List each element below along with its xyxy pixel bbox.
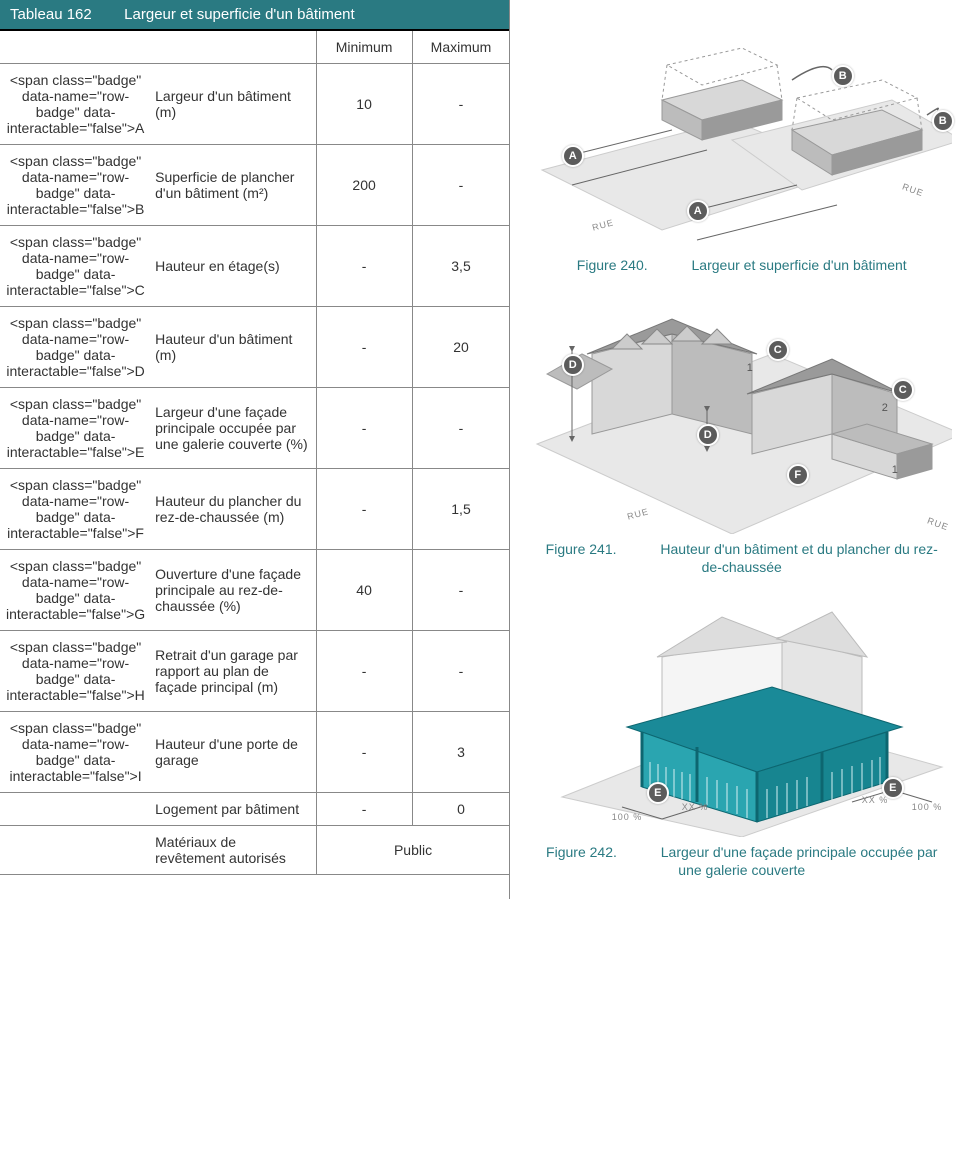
figure-number-label: 1 [892,464,899,476]
dimensions-table: Minimum Maximum <span class="badge" data… [0,31,509,875]
table-title-text: Largeur et superficie d'un bâtiment [124,6,355,23]
table-number: Tableau 162 [10,6,120,23]
row-max: 3,5 [412,226,509,307]
row-max: - [412,550,509,631]
figure-badge: C [892,379,914,401]
row-max: - [412,64,509,145]
row-label: Hauteur d'une porte de garage [151,712,316,793]
figure-240-caption: Figure 240. Largeur et superficie d'un b… [540,256,943,274]
figure-text-label: 100 % [612,812,643,822]
figure-241: DCCDF121RUERUE Figure 241. Hauteur d'un … [520,294,963,576]
table-row: <span class="badge" data-name="row-badge… [0,469,509,550]
figure-number-label: 1 [747,362,754,374]
row-label: Hauteur d'un bâtiment (m) [151,307,316,388]
col-max: Maximum [412,31,509,64]
row-label: Retrait d'un garage par rapport au plan … [151,631,316,712]
row-min: - [316,469,412,550]
table-row: <span class="badge" data-name="row-badge… [0,550,509,631]
row-min: - [316,307,412,388]
row-max: - [412,145,509,226]
row-max: - [412,388,509,469]
figure-badge: B [832,65,854,87]
row-merged: Public [316,826,509,875]
row-min: 40 [316,550,412,631]
row-max: 1,5 [412,469,509,550]
figure-241-svg [532,294,952,534]
figure-242-svg [532,597,952,837]
table-row: <span class="badge" data-name="row-badge… [0,631,509,712]
figure-badge: C [767,339,789,361]
figure-text-label: XX % [682,802,709,812]
table-row: <span class="badge" data-name="row-badge… [0,145,509,226]
figure-240-svg [532,10,952,250]
row-max: 20 [412,307,509,388]
row-label: Hauteur du plancher du rez-de-chaussée (… [151,469,316,550]
row-label: Ouverture d'une façade principale au rez… [151,550,316,631]
figure-badge: E [647,782,669,804]
figures-section: BBAARUERUE Figure 240. Largeur et superf… [510,0,963,899]
table-section: Tableau 162 Largeur et superficie d'un b… [0,0,510,899]
figure-badge: F [787,464,809,486]
figure-240: BBAARUERUE Figure 240. Largeur et superf… [520,10,963,274]
figure-badge: D [562,354,584,376]
row-label: Matériaux de revêtement autorisés [151,826,316,875]
figure-badge: A [687,200,709,222]
row-min: - [316,388,412,469]
table-row: <span class="badge" data-name="row-badge… [0,388,509,469]
row-label: Hauteur en étage(s) [151,226,316,307]
row-min: 10 [316,64,412,145]
figure-badge: B [932,110,954,132]
figure-number-label: 2 [882,402,889,414]
figure-text-label: XX % [862,795,889,805]
row-min: 200 [316,145,412,226]
table-title: Tableau 162 Largeur et superficie d'un b… [0,0,509,31]
table-row: <span class="badge" data-name="row-badge… [0,64,509,145]
row-max: 0 [412,793,509,826]
row-label: Largeur d'une façade principale occupée … [151,388,316,469]
figure-241-caption: Figure 241. Hauteur d'un bâtiment et du … [540,540,943,576]
figure-text-label: 100 % [912,802,943,812]
table-row: <span class="badge" data-name="row-badge… [0,307,509,388]
row-label: Largeur d'un bâtiment (m) [151,64,316,145]
figure-242-caption: Figure 242. Largeur d'une façade princip… [540,843,943,879]
row-min: - [316,793,412,826]
table-row: Logement par bâtiment-0 [0,793,509,826]
row-min: - [316,226,412,307]
table-row: <span class="badge" data-name="row-badge… [0,712,509,793]
table-row: Matériaux de revêtement autorisésPublic [0,826,509,875]
figure-badge: D [697,424,719,446]
row-min: - [316,631,412,712]
col-min: Minimum [316,31,412,64]
row-max: 3 [412,712,509,793]
table-row: <span class="badge" data-name="row-badge… [0,226,509,307]
row-max: - [412,631,509,712]
row-label: Logement par bâtiment [151,793,316,826]
figure-badge: A [562,145,584,167]
row-label: Superficie de plancher d'un bâtiment (m²… [151,145,316,226]
row-min: - [316,712,412,793]
figure-242: EE100 %XX %XX %100 % Figure 242. Largeur… [520,597,963,879]
